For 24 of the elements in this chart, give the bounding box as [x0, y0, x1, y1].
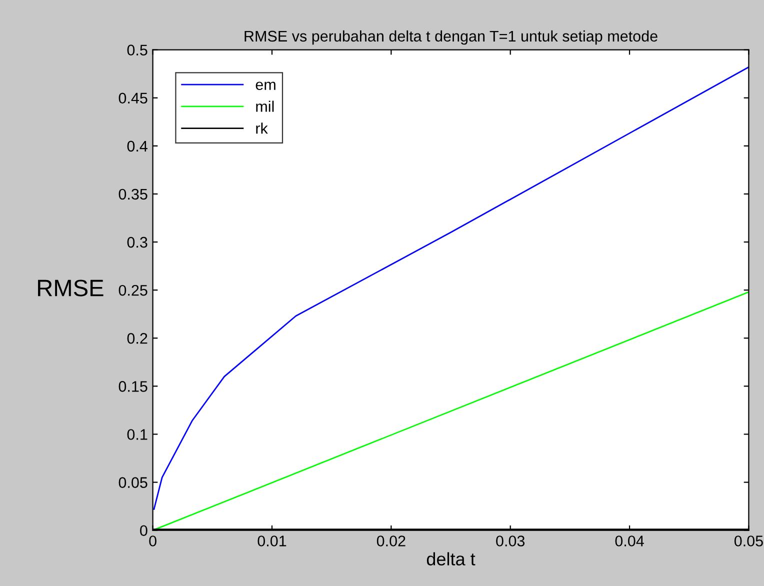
y-tick-label: 0.4 [127, 140, 148, 152]
x-tick-label: 0.02 [376, 536, 406, 546]
y-tick-label: 0.25 [118, 284, 148, 296]
x-tick-label: 0.05 [734, 536, 763, 546]
y-tick-label: 0.05 [118, 477, 148, 488]
y-tick-label: 0.35 [118, 188, 148, 200]
legend-label: mil [256, 100, 274, 112]
y-tick-label: 0.2 [127, 332, 148, 344]
y-axis-title: RMSE [38, 280, 104, 296]
x-axis-title: delta t [426, 552, 476, 566]
x-tick-label: 0.01 [258, 536, 286, 546]
legend-label: em [256, 82, 276, 90]
y-tick-label: 0.45 [118, 92, 148, 104]
line-series [153, 66, 749, 510]
legend-label: rk [256, 122, 268, 134]
x-tick-label: 0.04 [615, 536, 644, 546]
y-tick-label: 0.3 [127, 236, 148, 248]
y-tick-label: 0.15 [118, 381, 148, 392]
x-tick-label: 0.03 [496, 536, 525, 546]
y-tick-label: 0.5 [127, 44, 148, 56]
x-tick-label: 0 [149, 536, 156, 546]
y-tick-label: 0 [140, 525, 148, 536]
chart-title: RMSE vs perubahan delta t dengan T=1 untuk setiap metode [244, 30, 658, 45]
y-tick-label: 0.1 [127, 429, 148, 440]
